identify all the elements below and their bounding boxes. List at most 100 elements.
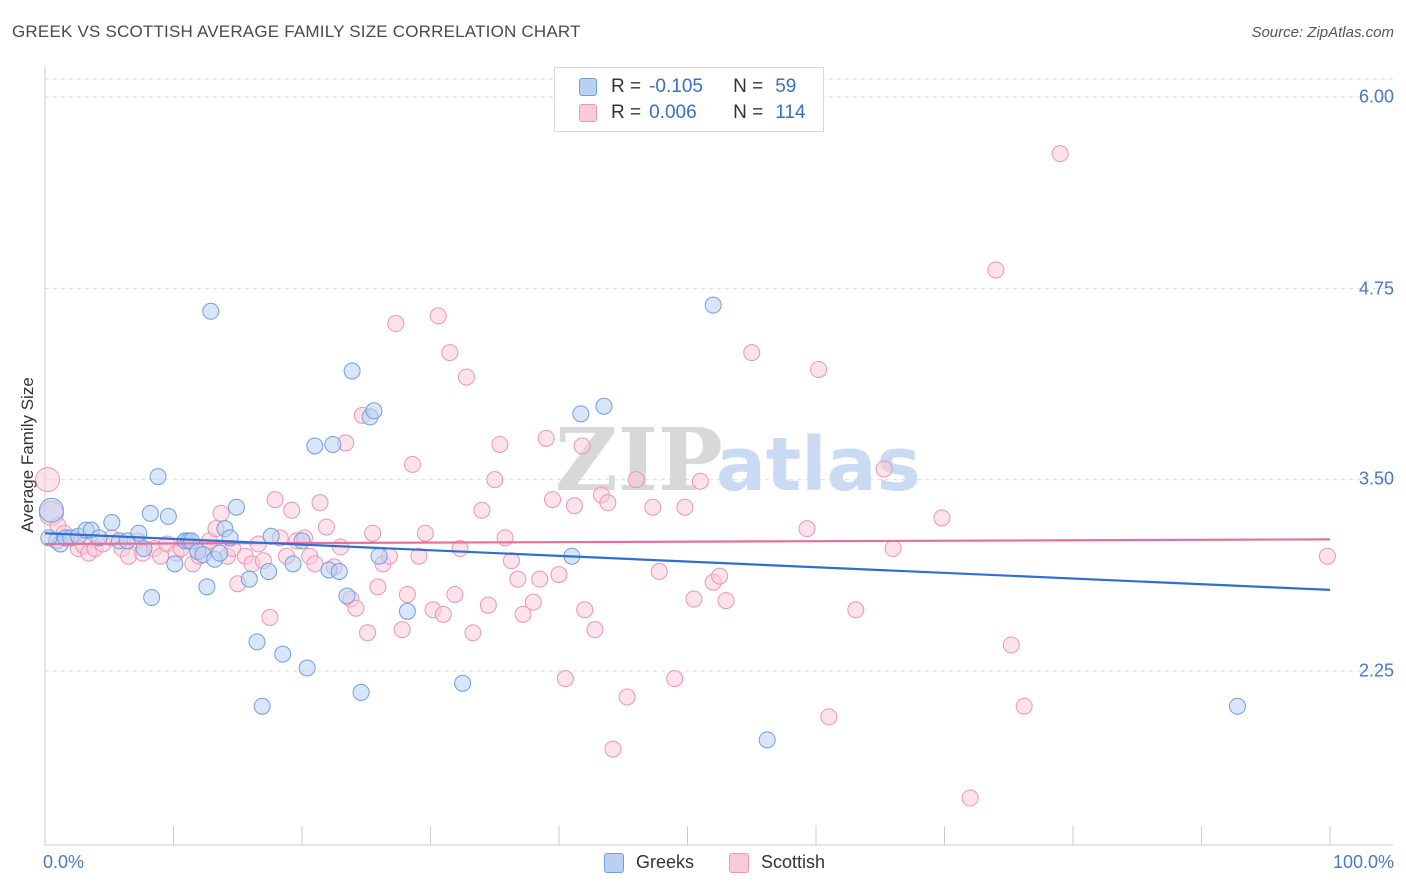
scottish-point — [509, 570, 527, 588]
y-axis-label: Average Family Size — [18, 377, 37, 533]
scottish-point — [743, 344, 761, 362]
greeks-r-label: R = — [611, 76, 642, 97]
greek-point — [370, 547, 388, 565]
greek-point — [454, 674, 472, 692]
scottish-point — [556, 670, 574, 688]
scottish-point — [676, 498, 694, 516]
greek-point — [398, 602, 416, 620]
greek-point — [198, 578, 216, 596]
legend-row-greeks: R = -0.105 N = 59 — [579, 75, 796, 99]
scottish-point — [711, 567, 729, 585]
scottish-point — [987, 261, 1005, 279]
scottish-point — [404, 455, 422, 473]
scottish-point — [604, 740, 622, 758]
greek-point — [324, 435, 342, 453]
greek-point — [159, 507, 177, 525]
scottish-point — [1002, 636, 1020, 654]
greek-point — [298, 659, 316, 677]
scottish-point — [393, 621, 411, 639]
scottish-point — [491, 435, 509, 453]
scottish-point — [479, 596, 497, 614]
greek-point — [595, 397, 613, 415]
scottish-point — [599, 494, 617, 512]
scottish-point — [1015, 697, 1033, 715]
scottish-swatch — [579, 104, 597, 122]
scottish-point — [306, 555, 324, 573]
greek-point — [227, 498, 245, 516]
scottish-point — [666, 670, 684, 688]
greek-point — [284, 555, 302, 573]
scottish-point — [457, 368, 475, 386]
source-label: Source: ZipAtlas.com — [1251, 24, 1394, 41]
scottish-point — [261, 608, 279, 626]
greeks-trend-line — [44, 532, 1331, 591]
scottish-point — [820, 708, 838, 726]
scottish-point — [586, 621, 604, 639]
x-tick-label: 0.0% — [43, 852, 85, 872]
greek-point — [274, 645, 292, 663]
scottish-point — [573, 437, 591, 455]
scottish-point — [810, 360, 828, 378]
scottish-r-value: 0.006 — [649, 102, 697, 123]
scottish-r-label: R = — [611, 102, 642, 123]
greek-point — [704, 296, 722, 314]
greeks-legend-swatch — [604, 852, 624, 873]
scottish-point — [347, 599, 365, 617]
scottish-point — [317, 518, 335, 536]
greek-point — [166, 555, 184, 573]
scottish-point — [627, 471, 645, 489]
scottish-point — [120, 547, 138, 565]
greek-point — [343, 362, 361, 380]
greek-point — [352, 683, 370, 701]
scottish-point — [884, 540, 902, 558]
y-tick-label: 2.25 — [1358, 660, 1394, 681]
greek-point — [141, 504, 159, 522]
x-tick-label: 100.0% — [1332, 852, 1394, 872]
scottish-point — [464, 624, 482, 642]
scottish-point — [1318, 547, 1336, 565]
scottish-n-label: N = — [733, 102, 764, 123]
scottish-point — [429, 307, 447, 325]
y-tick-label: 3.50 — [1358, 468, 1394, 489]
scottish-point — [311, 494, 329, 512]
chart-title: GREEK VS SCOTTISH AVERAGE FAMILY SIZE CO… — [12, 22, 581, 41]
scottish-point — [544, 491, 562, 509]
bottom-legend-greeks[interactable]: Greeks — [604, 852, 694, 873]
greek-point — [306, 437, 324, 455]
scottish-point — [717, 592, 735, 610]
scottish-point — [798, 520, 816, 538]
bottom-legend-scottish[interactable]: Scottish — [729, 852, 825, 873]
scottish-point — [550, 566, 568, 584]
scottish-point — [618, 688, 636, 706]
greek-point — [240, 570, 258, 588]
legend-row-scottish: R = 0.006 N = 114 — [579, 101, 806, 125]
scottish-point — [35, 467, 61, 493]
greeks-r-value: -0.105 — [649, 76, 703, 97]
scottish-point — [359, 624, 377, 642]
scottish-point — [691, 472, 709, 490]
scottish-point — [502, 552, 520, 570]
scottish-point — [387, 315, 405, 333]
scottish-point — [473, 501, 491, 519]
scottish-point — [537, 429, 555, 447]
greek-point — [758, 731, 776, 749]
scottish-point — [933, 509, 951, 527]
greek-point — [293, 532, 311, 550]
scottish-legend-label: Scottish — [761, 852, 826, 872]
greek-point — [330, 563, 348, 581]
greek-point — [90, 529, 108, 547]
greek-point — [1228, 697, 1246, 715]
scottish-point — [576, 601, 594, 619]
greek-point — [130, 524, 148, 542]
scottish-point — [266, 491, 284, 509]
greek-point — [202, 302, 220, 320]
watermark-zip: ZIP — [555, 410, 723, 511]
scottish-point — [847, 601, 865, 619]
correlation-legend: R = -0.105 N = 59 R = 0.006 N = 114 — [554, 67, 824, 132]
scottish-point — [369, 578, 387, 596]
scottish-point — [486, 471, 504, 489]
scottish-point — [416, 524, 434, 542]
scottish-point — [410, 547, 428, 565]
greek-point — [143, 589, 161, 607]
